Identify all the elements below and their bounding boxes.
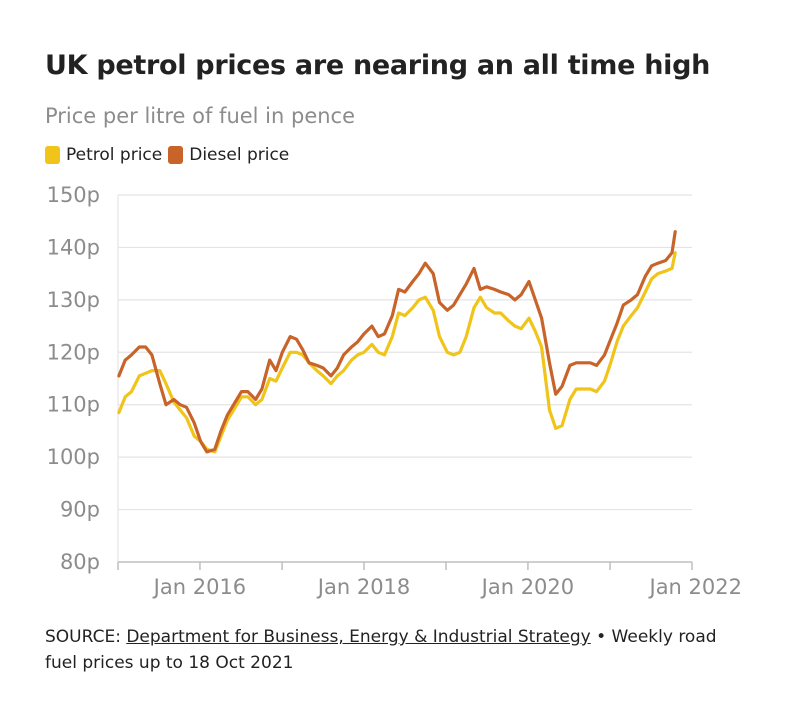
legend-swatch-diesel (168, 146, 184, 164)
y-axis-tick-labels: 80p 90p 100p 110p 120p 130p 140p 150p (47, 183, 100, 574)
y-tick-label: 120p (47, 340, 100, 364)
legend: Petrol price Diesel price (45, 145, 295, 165)
source-prefix: SOURCE: (45, 627, 127, 647)
chart-title: UK petrol prices are nearing an all time… (45, 50, 711, 81)
series-line-diesel (117, 230, 677, 454)
source-suffix: • Weekly road fuel prices up to 18 Oct 2… (45, 627, 717, 673)
source-link[interactable]: Department for Business, Energy & Indust… (126, 627, 591, 647)
y-tick-label: 140p (47, 235, 100, 259)
series-lines (117, 230, 677, 454)
x-axis (117, 561, 693, 570)
x-tick-label: Jan 2022 (648, 575, 743, 599)
x-tick-label: Jan 2020 (480, 575, 575, 599)
legend-item-petrol: Petrol price (45, 145, 162, 165)
x-axis-tick-labels: Jan 2016 Jan 2018 Jan 2020 Jan 2022 (152, 575, 742, 599)
legend-item-diesel: Diesel price (168, 145, 289, 165)
y-tick-label: 110p (47, 393, 100, 417)
x-tick-label: Jan 2016 (152, 575, 247, 599)
legend-label-diesel: Diesel price (189, 145, 290, 165)
source-note: SOURCE: Department for Business, Energy … (45, 624, 725, 676)
legend-label-petrol: Petrol price (66, 145, 163, 165)
legend-swatch-petrol (45, 146, 60, 164)
y-tick-label: 90p (60, 498, 100, 522)
chart-subtitle: Price per litre of fuel in pence (45, 104, 356, 128)
y-tick-label: 80p (60, 550, 100, 574)
y-tick-label: 100p (47, 445, 100, 469)
y-tick-label: 150p (47, 183, 100, 207)
y-tick-label: 130p (47, 288, 100, 312)
grid-lines (117, 194, 692, 562)
x-tick-label: Jan 2018 (316, 575, 411, 599)
